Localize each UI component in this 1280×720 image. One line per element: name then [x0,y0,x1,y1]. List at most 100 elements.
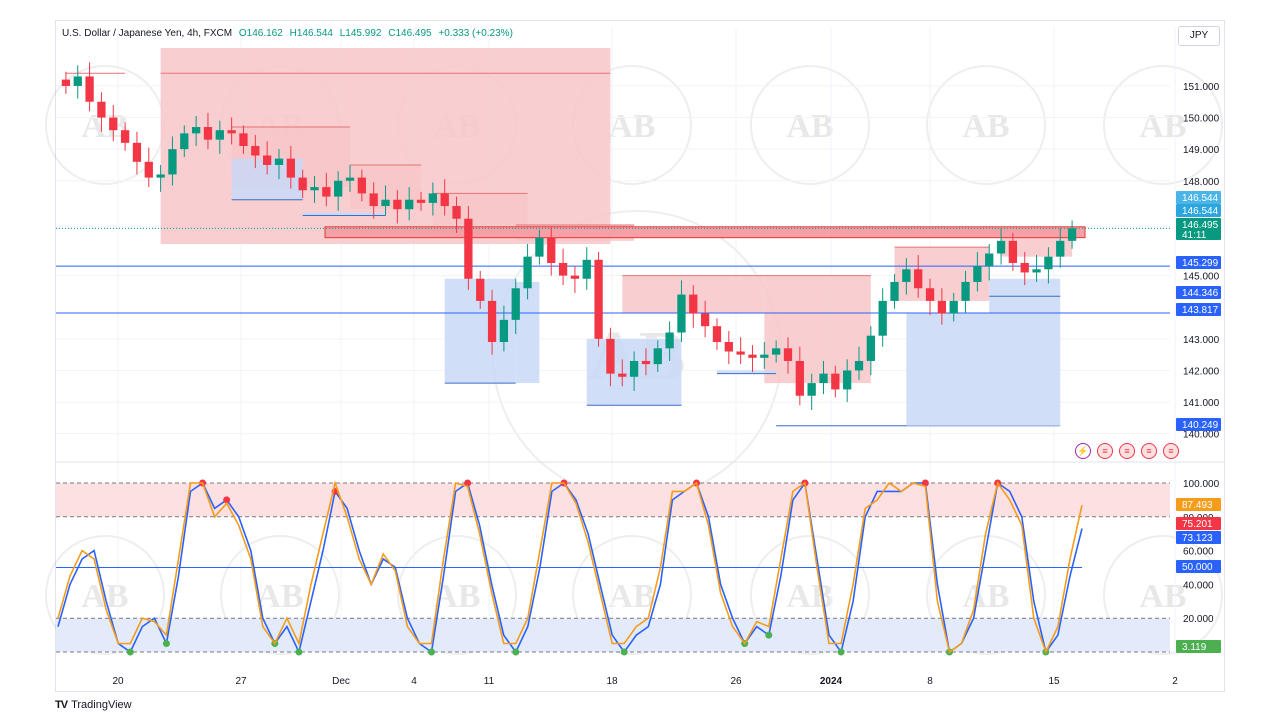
candle-body [369,193,378,207]
stoch-tick-label: 60.000 [1183,547,1214,558]
price-tick-label: 151.000 [1183,82,1220,93]
buy-signal-dot [427,648,435,656]
candle-body [570,275,580,279]
price-label-box [1176,204,1221,217]
candle-body [689,294,698,314]
candle-body [677,294,686,333]
sell-signal-dot [464,479,472,487]
time-tick-label: 2024 [820,676,843,687]
stoch-value-text: 73.123 [1182,533,1213,544]
price-label-box [1176,256,1221,269]
candle-body [760,354,769,358]
candle-body [120,130,130,143]
us-flag-icon[interactable]: ≡ [1119,443,1135,459]
demand-zone [302,212,386,216]
candle-body [547,237,556,263]
candle-body [239,133,248,146]
currency-button[interactable]: JPY [1178,26,1220,46]
demand-zone [906,313,1061,426]
price-label-text: 146.544 [1182,206,1219,217]
ohlc-close: C146.495 [388,28,432,39]
candle-body [843,370,852,390]
candle-body [937,300,947,314]
price-label-box [1176,218,1221,240]
time-tick-label: 2 [1172,676,1178,687]
candle-body [499,319,509,342]
candle-body [1008,240,1018,263]
time-tick-label: 11 [484,676,495,687]
candle-body [961,281,970,301]
us-flag-icon[interactable]: ≡ [1097,443,1113,459]
candle-body [665,332,674,349]
stoch-tick-label: 40.000 [1183,580,1214,591]
candle-body [712,326,722,342]
candle-body [902,269,911,282]
candle-body [736,351,745,355]
overbought-band [56,483,1170,517]
stoch-value-box [1176,517,1221,530]
buy-signal-dot [512,648,520,656]
candle-body [428,193,438,203]
tradingview-logo-icon: TV [55,699,68,711]
candle-body [144,161,153,178]
stoch-value-box [1176,531,1221,544]
candle-body [1044,256,1053,270]
candle-body [641,360,651,365]
price-tick-label: 142.000 [1183,366,1220,377]
candle-body [1056,240,1065,257]
brand-name: TradingView [71,699,132,711]
candle-body [393,199,402,210]
candle-body [831,373,840,390]
price-tick-label: 148.000 [1183,177,1220,188]
candle-body [653,348,662,365]
candle-body [783,348,793,361]
footer-brand[interactable]: TV TradingView [55,699,132,711]
candle-body [996,240,1006,254]
candle-body [440,193,449,207]
price-label-text: 146.544 [1182,193,1219,204]
price-tick-label: 140.000 [1183,430,1220,441]
time-tick-label: 4 [411,676,417,687]
candle-body [85,76,94,102]
candle-body [748,354,757,358]
candle-body [476,278,485,301]
sell-signal-dot [223,496,231,504]
candle-body [405,199,414,210]
candle-body [866,335,875,361]
candle-body [487,300,497,342]
buy-signal-dot [765,631,773,639]
lightning-icon[interactable]: ⚡ [1075,443,1091,459]
us-flag-icon[interactable]: ≡ [1163,443,1179,459]
time-tick-label: 18 [606,676,618,687]
candle-body [523,256,532,289]
price-label-box [1176,418,1221,431]
stoch-value-text: 87.493 [1182,500,1213,511]
candle-body [558,262,568,276]
candle-body [795,360,804,396]
candle-body [298,177,307,191]
price-label-box [1176,191,1221,204]
candle-body [227,130,236,134]
stoch-value-box [1176,498,1221,511]
price-label-text: 144.346 [1182,288,1219,299]
time-tick-label: 15 [1048,676,1060,687]
buy-signal-dot [837,648,845,656]
stoch-value-text: 75.201 [1182,519,1213,530]
candle-body [949,300,958,314]
time-tick-label: 8 [927,676,933,687]
sell-signal-dot [921,479,929,487]
candle-body [594,259,603,339]
price-tick-label: 149.000 [1183,145,1220,156]
price-label-box [1176,286,1221,299]
event-icons[interactable]: ⚡ ≡ ≡ ≡ ≡ [1075,443,1179,459]
ohlc-high: H146.544 [289,28,333,39]
candle-body [416,199,426,203]
candle-body [109,117,118,131]
candle-body [286,158,295,178]
candle-body [203,127,213,140]
candle-body [334,180,343,197]
us-flag-icon[interactable]: ≡ [1141,443,1157,459]
candle-body [511,288,520,320]
candle-body [1067,228,1077,241]
